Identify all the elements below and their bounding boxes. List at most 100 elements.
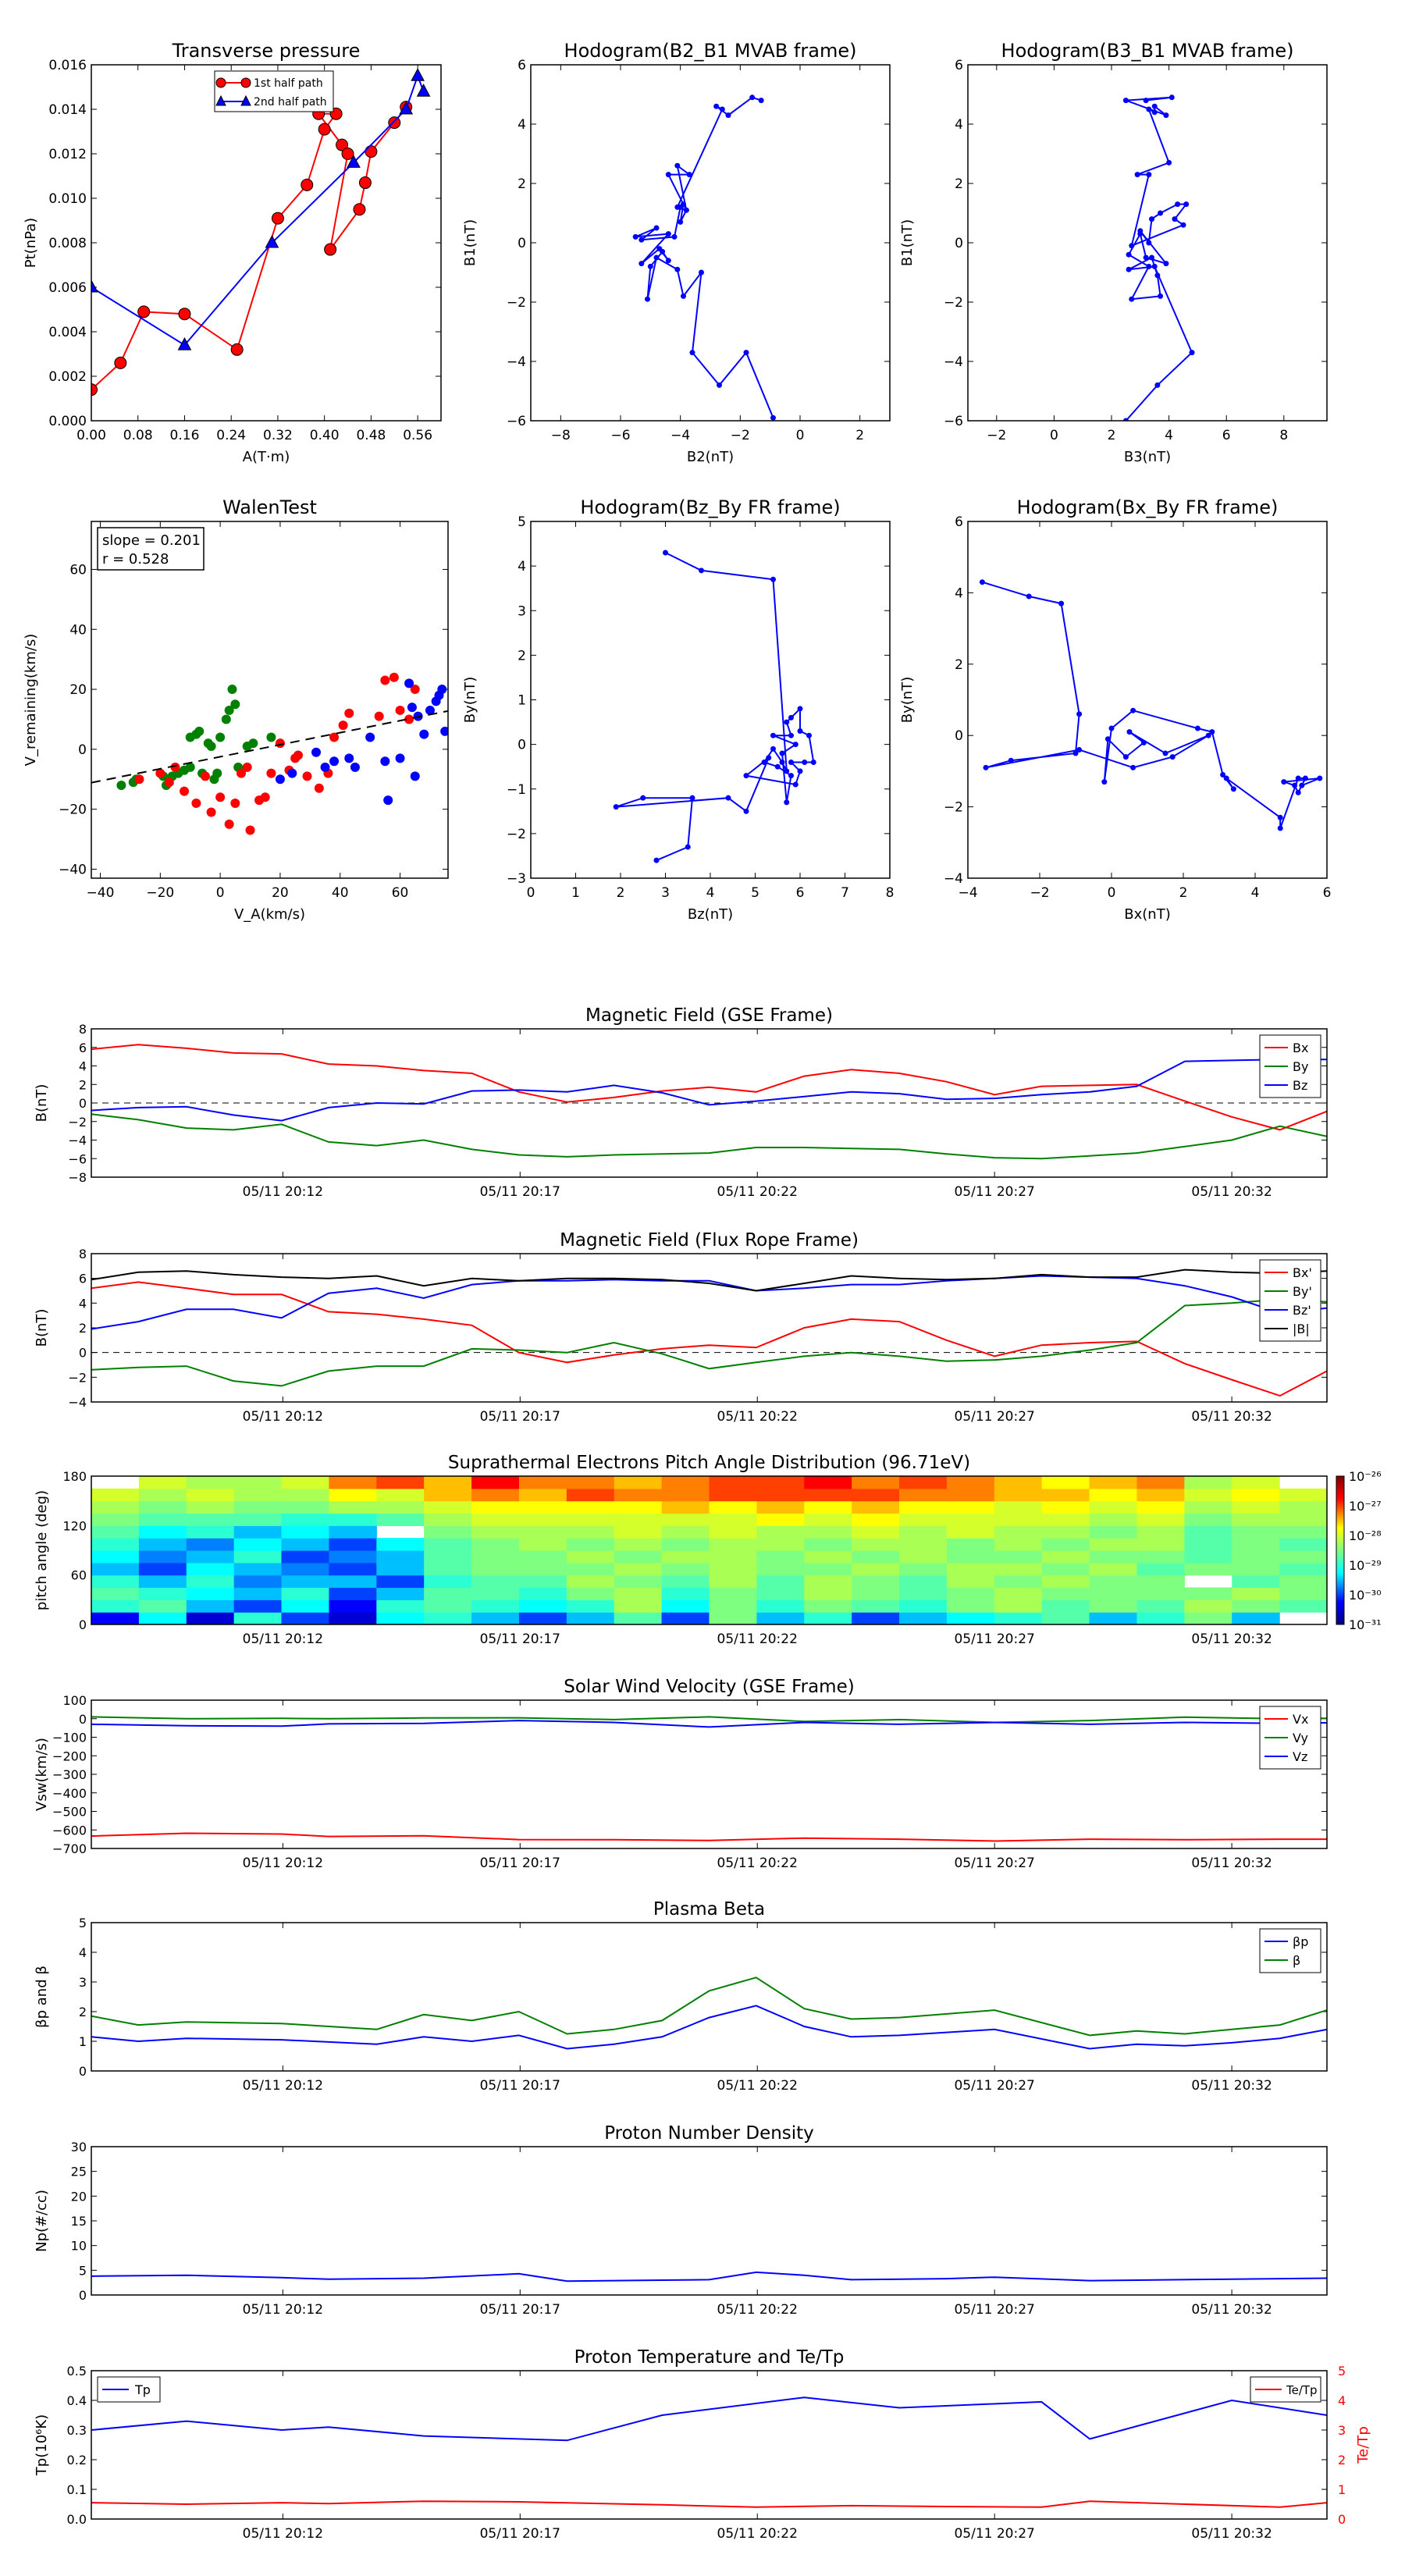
legend-marker: [240, 77, 251, 88]
heatmap-cell: [376, 1476, 425, 1489]
heatmap-cell: [804, 1587, 852, 1600]
heatmap-cell: [424, 1476, 472, 1489]
data-point: [358, 176, 372, 190]
heatmap-cell: [471, 1612, 520, 1624]
plot-area: [91, 672, 448, 835]
heatmap-cell: [281, 1562, 330, 1576]
data-point: [784, 719, 790, 725]
data-point: [1277, 825, 1283, 831]
heatmap-cell: [329, 1476, 377, 1489]
heatmap-cell: [899, 1488, 948, 1502]
x-tick-label: 4: [1165, 428, 1173, 443]
heatmap-cell: [329, 1513, 377, 1526]
heatmap-cell: [661, 1488, 710, 1502]
data-point: [1108, 725, 1115, 731]
y-axis-label: Np(#/cc): [34, 2190, 50, 2252]
heatmap-cell: [1089, 1550, 1138, 1564]
series-line-Bz': [91, 1275, 1327, 1330]
scatter-point: [320, 762, 330, 772]
data-point: [779, 759, 785, 765]
heatmap-cell: [518, 1513, 567, 1526]
data-point: [271, 212, 284, 225]
plot-area: [91, 1976, 1327, 2050]
plot-frame: [91, 2146, 1328, 2296]
y-tick-label: 0: [955, 728, 963, 744]
x-tick-label: 05/11 20:17: [480, 1631, 560, 1647]
heatmap-cell: [1089, 1599, 1138, 1613]
y-tick-label: 0.000: [48, 414, 87, 429]
data-point: [1129, 243, 1135, 249]
heatmap-cell: [329, 1538, 377, 1551]
heatmap-cell: [756, 1550, 805, 1564]
panels-layer: Transverse pressure0.0000.0020.0040.0060…: [23, 40, 1382, 2542]
heatmap-cell: [518, 1599, 567, 1613]
x-tick-label: −2: [731, 428, 750, 443]
chart-title: Hodogram(B2_B1 MVAB frame): [564, 40, 857, 62]
series-line-hodogram: [615, 552, 815, 862]
heatmap-cell: [281, 1574, 330, 1589]
y-tick-label: 4: [79, 1296, 87, 1311]
y-tick-label: 6: [79, 1041, 87, 1055]
data-point: [365, 145, 378, 158]
heatmap-cell: [1184, 1587, 1232, 1600]
heatmap-cell: [566, 1513, 615, 1526]
heatmap-cell: [1279, 1525, 1327, 1539]
data-point: [770, 576, 776, 582]
heatmap-cell: [899, 1550, 948, 1564]
data-point: [689, 795, 695, 801]
scatter-point: [407, 703, 417, 713]
scatter-point: [419, 729, 429, 739]
data-point: [665, 172, 671, 178]
data-point: [743, 773, 749, 779]
panel-mag_fr: Magnetic Field (Flux Rope Frame) −4 −2 0 2 4 6…: [34, 1230, 1328, 1425]
scatter-point: [230, 798, 240, 808]
data-point: [1151, 103, 1158, 109]
heatmap-cell: [1279, 1599, 1327, 1613]
heatmap-cell: [566, 1488, 615, 1502]
data-point: [399, 101, 414, 115]
panel-h3: Hodogram(Bz_By FR frame) −3 −2 −1 0 1 2 3 4 5 0 1 2 3…: [462, 496, 894, 923]
heatmap-cell: [1041, 1574, 1090, 1589]
series-line-Vz: [91, 1720, 1327, 1728]
y-tick-label: 1: [79, 2034, 87, 2049]
heatmap-cell: [899, 1538, 948, 1551]
chart-title: Solar Wind Velocity (GSE Frame): [564, 1677, 854, 1697]
data-point: [674, 162, 681, 169]
heatmap-cell: [1089, 1538, 1138, 1551]
data-point: [1122, 754, 1129, 760]
heatmap-cell: [1232, 1587, 1280, 1600]
heatmap-cell: [614, 1599, 663, 1613]
scatter-point: [224, 705, 234, 715]
heatmap-cell: [661, 1587, 710, 1600]
heatmap-cell: [518, 1538, 567, 1551]
x-tick-label: 05/11 20:27: [954, 2526, 1034, 2542]
data-point: [683, 207, 689, 213]
heatmap-cell: [852, 1562, 900, 1576]
x-tick-label: 05/11 20:17: [480, 2302, 560, 2318]
heatmap-cell: [614, 1538, 663, 1551]
heatmap-cell: [233, 1574, 283, 1589]
heatmap-cell: [1232, 1525, 1280, 1539]
data-point: [1146, 263, 1152, 269]
heatmap-cell: [661, 1599, 710, 1613]
heatmap-cell: [518, 1488, 567, 1502]
y-axis-label: V_remaining(km/s): [23, 634, 39, 767]
heatmap-cell: [233, 1550, 283, 1564]
scatter-point: [395, 753, 405, 763]
data-point: [1149, 216, 1155, 222]
heatmap-cell: [281, 1513, 330, 1526]
x-tick-label: 05/11 20:27: [954, 1184, 1034, 1200]
heatmap-cell: [1136, 1562, 1185, 1576]
heatmap-cell: [994, 1476, 1043, 1489]
plot-frame: [91, 1475, 1328, 1625]
scatter-point: [440, 726, 448, 736]
heatmap-cell: [329, 1488, 377, 1502]
heatmap-cell: [946, 1500, 995, 1514]
annotation-text: r = 0.528: [102, 551, 169, 568]
heatmap-cell: [471, 1513, 520, 1526]
heatmap-cell: [709, 1476, 757, 1489]
fit-line: [91, 710, 448, 784]
heatmap-cell: [946, 1550, 995, 1564]
heatmap-cell: [804, 1574, 852, 1589]
scatter-point: [350, 762, 360, 772]
